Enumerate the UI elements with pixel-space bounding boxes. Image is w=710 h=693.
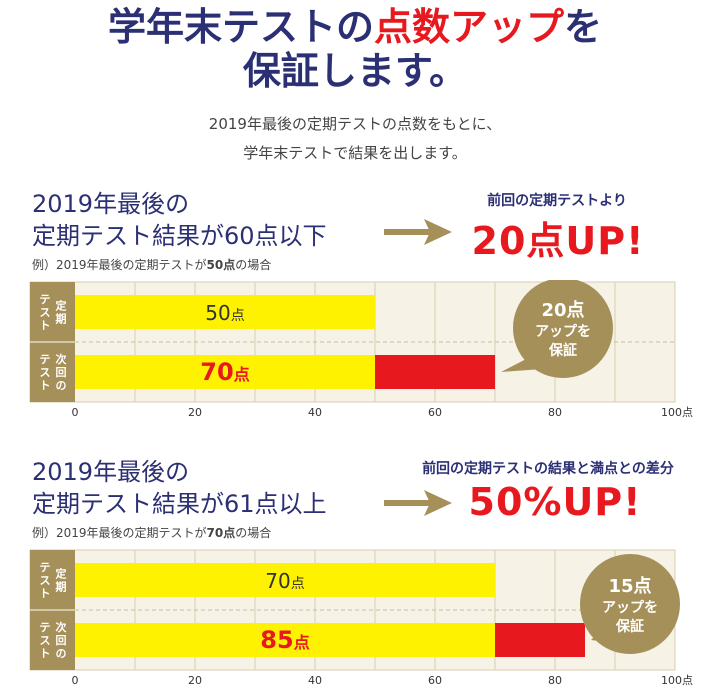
section1-title-line2: 定期テスト結果が60点以下 [32,222,327,250]
bar-increase-1 [495,623,585,657]
category-char: ス [40,366,51,379]
example-bold: 50点 [206,258,236,272]
x-tick-label: 40 [308,674,322,687]
bar-value-label-0: 70点 [265,569,304,593]
category-char: 次 [56,620,67,634]
category-char: ト [40,379,51,392]
section2-title-line2: 定期テスト結果が61点以上 [32,490,327,518]
badge-circle [580,554,680,654]
section2-up-caption: 前回の定期テストの結果と満点との差分 [422,461,674,477]
x-tick-label: 100点 [661,406,693,419]
section2-up-value: 50%UP! [468,480,642,524]
example-bold: 70点 [206,526,236,540]
badge-line1: アップを [535,324,591,340]
category-char: 回 [56,633,67,647]
lead-line1: 2019年最後の定期テストの点数をもとに、 [208,115,502,133]
arrow-right-icon [384,219,452,245]
bar-increase-1 [375,355,495,389]
badge-value: 15点 [608,575,651,597]
bar-base-1 [75,623,495,657]
headline-suffix: を [564,5,603,49]
x-tick-label: 40 [308,406,322,419]
x-tick-label: 0 [72,406,79,419]
bar-value-label-1: 85点 [260,626,309,654]
category-char: テ [40,353,51,366]
category-char: ス [40,574,51,587]
x-tick-label: 100点 [661,674,693,687]
section1-up-caption: 前回の定期テストより [487,193,627,209]
category-char: 期 [56,580,67,594]
x-tick-label: 60 [428,674,442,687]
bar-base-0 [75,563,495,597]
bar-base-1 [75,355,375,389]
section1-example: 例）2019年最後の定期テストが50点の場合 [32,256,271,273]
category-char: 期 [56,312,67,326]
example-suffix: の場合 [235,258,272,272]
category-char: テ [40,621,51,634]
example-prefix: 例）2019年最後の定期テストが [32,526,207,540]
example-prefix: 例）2019年最後の定期テストが [32,258,207,272]
chart-2: 定期テスト次回のテスト 70点 85点 0 20 40 60 80 100点 15点 アップを 保証 [0,548,700,693]
chart-1: 定期テスト次回のテスト 50点 70点 0 20 40 60 80 100点 20点 アップを 保証 [0,280,700,420]
badge-circle [513,280,613,378]
category-label-0: 定期テスト [40,561,67,600]
bar-base-0 [75,295,375,329]
x-tick-label: 0 [72,674,79,687]
category-label-0: 定期テスト [40,293,67,332]
x-tick-label: 80 [548,406,562,419]
category-char: の [56,647,67,660]
category-char: 定 [56,567,67,581]
category-char: の [56,379,67,392]
headline-prefix: 学年末テストの [107,5,374,49]
bar-value-label-1: 70点 [200,358,249,386]
category-char: ト [40,319,51,332]
category-char: 次 [56,352,67,366]
category-char: ス [40,306,51,319]
category-char: テ [40,561,51,574]
lead-line2: 学年末テストで結果を出します。 [243,144,467,162]
badge-value: 20点 [541,299,584,321]
x-tick-label: 20 [188,406,202,419]
category-char: 定 [56,299,67,313]
badge-line1: アップを [602,600,658,616]
section2-example: 例）2019年最後の定期テストが70点の場合 [32,524,271,541]
x-tick-label: 60 [428,406,442,419]
example-suffix: の場合 [235,526,272,540]
headline-line1: 学年末テストの点数アップを [0,2,710,52]
headline-accent: 点数アップ [373,5,564,49]
category-char: テ [40,293,51,306]
section1-title-line1: 2019年最後の [32,190,190,218]
category-char: ト [40,587,51,600]
category-char: ト [40,647,51,660]
section2-title-line1: 2019年最後の [32,458,190,486]
arrow-right-icon [384,490,452,516]
headline-line2: 保証します。 [242,49,468,93]
x-tick-label: 80 [548,674,562,687]
badge-line2: 保証 [615,618,644,635]
category-char: 回 [56,365,67,379]
category-char: ス [40,634,51,647]
x-tick-label: 20 [188,674,202,687]
badge-line2: 保証 [548,342,577,359]
bar-value-label-0: 50点 [205,301,244,325]
section1-up-value: 20点UP! [471,219,645,263]
